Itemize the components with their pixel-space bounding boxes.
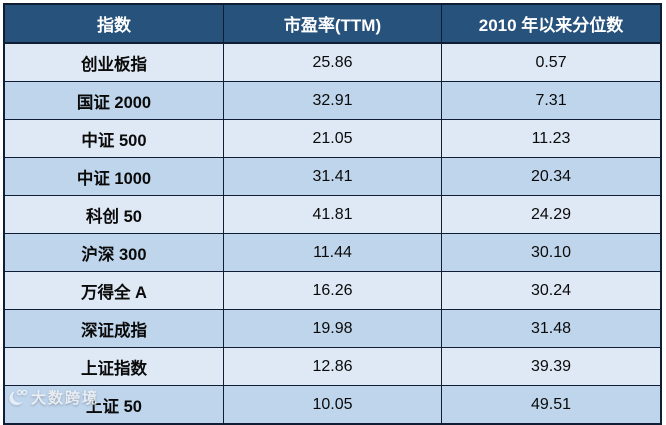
cell-pe-ttm: 25.86: [222, 42, 443, 82]
cell-percentile: 31.48: [441, 309, 662, 348]
table-row: 中证 500 21.05 11.23: [3, 119, 662, 158]
cell-pe-ttm: 11.44: [222, 233, 443, 272]
cell-percentile: 20.34: [441, 157, 662, 196]
cell-pe-ttm: 10.05: [222, 385, 443, 425]
cell-index-name: 上证指数: [3, 347, 224, 386]
table-stage: 指数 市盈率(TTM) 2010 年以来分位数 创业板指 25.86 0.57 国证 …: [3, 3, 662, 425]
cell-pe-ttm: 32.91: [222, 81, 443, 120]
cell-pe-ttm: 12.86: [222, 347, 443, 386]
cell-pe-ttm: 21.05: [222, 119, 443, 158]
cell-pe-ttm: 16.26: [222, 271, 443, 310]
cell-index-name: 中证 500: [3, 119, 224, 158]
table-row: 国证 2000 32.91 7.31: [3, 81, 662, 120]
table-row: 中证 1000 31.41 20.34: [3, 157, 662, 196]
cell-percentile: 49.51: [441, 385, 662, 425]
cell-index-name: 沪深 300: [3, 233, 224, 272]
cell-index-name: 中证 1000: [3, 157, 224, 196]
table-row: 上证指数 12.86 39.39: [3, 347, 662, 386]
table-row: 科创 50 41.81 24.29: [3, 195, 662, 234]
cell-pe-ttm: 31.41: [222, 157, 443, 196]
pe-percentile-table: 指数 市盈率(TTM) 2010 年以来分位数 创业板指 25.86 0.57 国证 …: [3, 3, 662, 425]
cell-percentile: 0.57: [441, 42, 662, 82]
cell-index-name: 科创 50: [3, 195, 224, 234]
cell-percentile: 30.10: [441, 233, 662, 272]
col-header-pe-ttm: 市盈率(TTM): [222, 3, 443, 44]
cell-percentile: 24.29: [441, 195, 662, 234]
col-header-index: 指数: [3, 3, 224, 44]
col-header-percentile: 2010 年以来分位数: [441, 3, 662, 44]
cell-percentile: 39.39: [441, 347, 662, 386]
table-row: 沪深 300 11.44 30.10: [3, 233, 662, 272]
cell-pe-ttm: 19.98: [222, 309, 443, 348]
cell-index-name: 深证成指: [3, 309, 224, 348]
cell-index-name: 上证 50: [3, 385, 224, 425]
cell-index-name: 万得全 A: [3, 271, 224, 310]
table-row: 万得全 A 16.26 30.24: [3, 271, 662, 310]
cell-pe-ttm: 41.81: [222, 195, 443, 234]
table-row: 深证成指 19.98 31.48: [3, 309, 662, 348]
header-row: 指数 市盈率(TTM) 2010 年以来分位数: [3, 3, 662, 44]
cell-percentile: 7.31: [441, 81, 662, 120]
cell-index-name: 国证 2000: [3, 81, 224, 120]
cell-index-name: 创业板指: [3, 42, 224, 82]
table-body: 创业板指 25.86 0.57 国证 2000 32.91 7.31 中证 500 21.05…: [3, 42, 662, 425]
cell-percentile: 30.24: [441, 271, 662, 310]
cell-percentile: 11.23: [441, 119, 662, 158]
table-row: 创业板指 25.86 0.57: [3, 42, 662, 82]
table-row: 上证 50 10.05 49.51: [3, 385, 662, 425]
table-header: 指数 市盈率(TTM) 2010 年以来分位数: [3, 3, 662, 44]
